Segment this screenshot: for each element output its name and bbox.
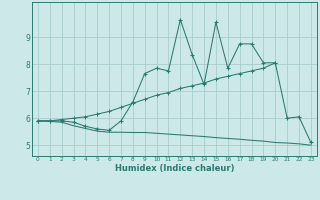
X-axis label: Humidex (Indice chaleur): Humidex (Indice chaleur) [115, 164, 234, 173]
